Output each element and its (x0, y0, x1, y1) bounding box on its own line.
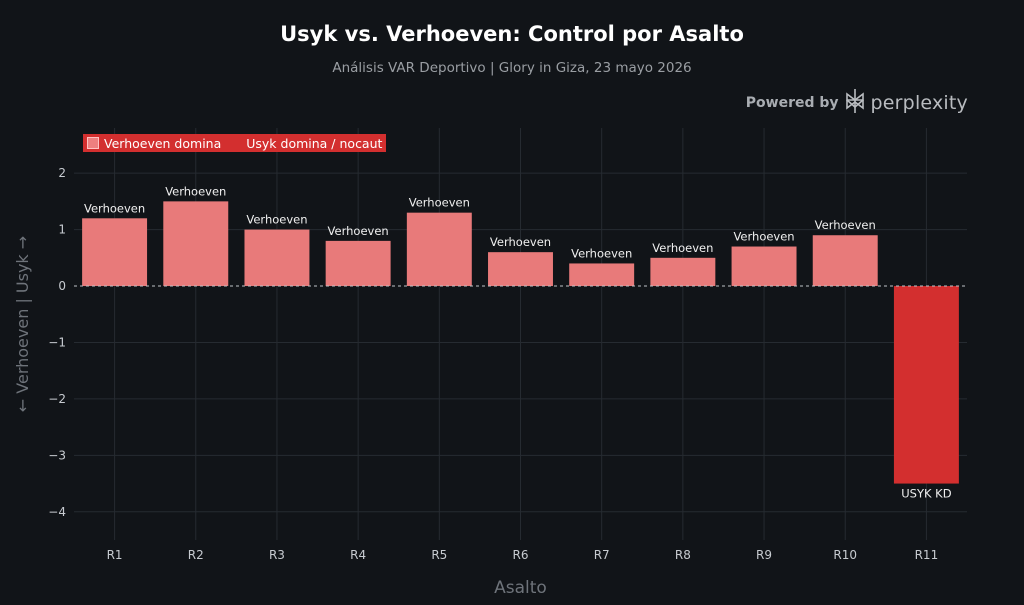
bar-verhoeven[interactable] (488, 252, 553, 287)
x-tick-label: R10 (833, 548, 857, 562)
bar-data-label: Verhoeven (733, 230, 794, 244)
perplexity-wordmark: perplexity (870, 92, 968, 114)
bar-data-label: Verhoeven (652, 241, 713, 255)
bar-verhoeven[interactable] (244, 229, 310, 287)
x-tick-label: R11 (915, 548, 939, 562)
y-tick-label: 0 (58, 279, 66, 293)
legend-swatch-verhoeven (87, 137, 99, 149)
bar-usyk[interactable] (893, 286, 959, 484)
x-tick-label: R4 (350, 548, 366, 562)
perplexity-logo-icon (843, 88, 867, 118)
chart-legend[interactable]: Verhoeven domina Usyk domina / nocaut (83, 134, 387, 152)
x-tick-label: R5 (431, 548, 447, 562)
bar-data-label: Verhoeven (165, 184, 226, 198)
bar-data-label: Verhoeven (571, 246, 632, 260)
x-axis-title: Asalto (494, 578, 547, 598)
bar-verhoeven[interactable] (406, 212, 472, 287)
chart-title: Usyk vs. Verhoeven: Control por Asalto (280, 22, 744, 46)
bar-verhoeven[interactable] (650, 257, 716, 287)
bar-verhoeven[interactable] (325, 240, 391, 287)
bar-verhoeven[interactable] (731, 246, 797, 287)
x-tick-label: R1 (107, 548, 123, 562)
bar-data-label: Verhoeven (490, 235, 551, 249)
legend-item-usyk[interactable]: Usyk domina / nocaut (246, 135, 383, 151)
legend-item-verhoeven[interactable]: Verhoeven domina (104, 135, 222, 151)
bar-data-label: Verhoeven (246, 213, 307, 227)
bar-data-label: Verhoeven (409, 196, 470, 210)
y-tick-label: 1 (58, 223, 66, 237)
chart-subtitle: Análisis VAR Deportivo | Glory in Giza, … (332, 60, 692, 76)
powered-by-badge[interactable]: Powered by perplexity (746, 88, 968, 118)
y-tick-label: 2 (58, 166, 66, 180)
bar-verhoeven[interactable] (163, 201, 229, 287)
bar-data-label: Verhoeven (328, 224, 389, 238)
x-tick-label: R3 (269, 548, 285, 562)
y-tick-label: −4 (48, 505, 66, 519)
bar-verhoeven[interactable] (812, 235, 878, 287)
x-tick-label: R7 (594, 548, 610, 562)
bar-verhoeven[interactable] (569, 263, 635, 287)
y-axis-title: ← Verhoeven | Usyk → (13, 236, 32, 412)
x-tick-label: R9 (756, 548, 772, 562)
bar-data-label: Verhoeven (815, 218, 876, 232)
bar-data-label: USYK KD (901, 487, 951, 501)
y-tick-label: −1 (48, 335, 66, 349)
bar-data-label: Verhoeven (84, 201, 145, 215)
x-tick-label: R6 (513, 548, 529, 562)
x-tick-label: R2 (188, 548, 204, 562)
x-tick-label: R8 (675, 548, 691, 562)
y-tick-label: −3 (48, 448, 66, 462)
y-tick-label: −2 (48, 392, 66, 406)
bar-verhoeven[interactable] (82, 218, 148, 287)
powered-by-label: Powered by (745, 95, 839, 111)
